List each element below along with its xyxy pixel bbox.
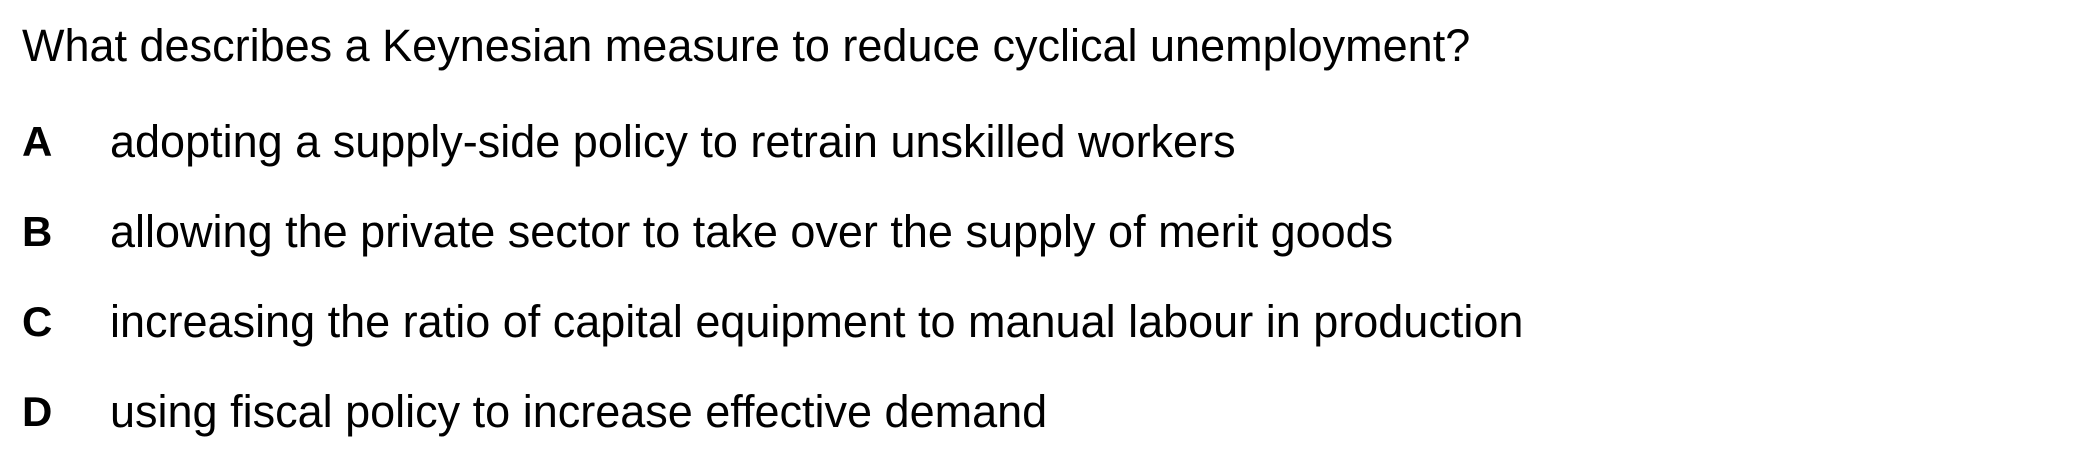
option-b[interactable]: B allowing the private sector to take ov… — [22, 200, 1523, 290]
option-letter: C — [22, 298, 53, 345]
option-letter: A — [22, 118, 53, 165]
option-c[interactable]: C increasing the ratio of capital equipm… — [22, 290, 1523, 380]
question-text: What describes a Keynesian measure to re… — [22, 20, 1471, 71]
option-a[interactable]: A adopting a supply-side policy to retra… — [22, 110, 1523, 200]
option-text: using fiscal policy to increase effectiv… — [110, 386, 1048, 437]
option-letter: D — [22, 388, 53, 435]
option-text: adopting a supply-side policy to retrain… — [110, 116, 1236, 167]
option-letter: B — [22, 208, 53, 255]
option-text: increasing the ratio of capital equipmen… — [110, 296, 1524, 347]
option-text: allowing the private sector to take over… — [110, 206, 1394, 257]
option-d[interactable]: D using fiscal policy to increase effect… — [22, 380, 1523, 470]
answer-options: A adopting a supply-side policy to retra… — [22, 110, 1523, 470]
